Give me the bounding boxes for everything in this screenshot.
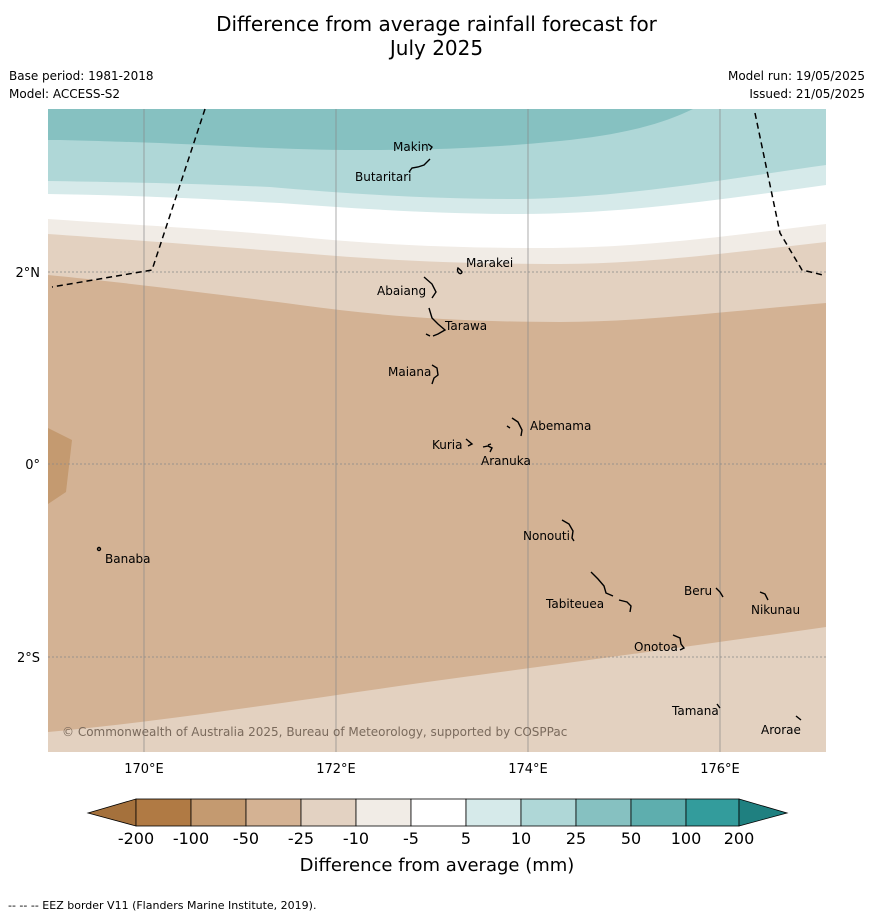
colorbar-tick: 100 [671, 829, 702, 848]
colorbar-tick: -50 [233, 829, 259, 848]
map-title: Difference from average rainfall forecas… [0, 12, 873, 60]
label-kuria: Kuria [432, 438, 463, 452]
island-shape-arorae [795, 715, 802, 721]
colorbar-tick: -10 [343, 829, 369, 848]
meta-left: Base period: 1981-2018 Model: ACCESS-S2 [9, 67, 154, 103]
island-shape-maiana [431, 364, 439, 385]
colorbar-segment [355, 798, 412, 827]
label-makin: Makin [393, 140, 429, 154]
label-butaritari: Butaritari [355, 170, 412, 184]
island-shape-aranuka [482, 443, 493, 453]
model-text: Model: ACCESS-S2 [9, 87, 121, 101]
label-tarawa: Tarawa [444, 319, 487, 333]
island-shape-tarawa [425, 307, 447, 337]
lon-label-172E: 172°E [316, 762, 356, 777]
island-shape-beru [715, 587, 724, 598]
lat-label-2S: 2°S [17, 651, 40, 666]
meta-right: Model run: 19/05/2025 Issued: 21/05/2025 [728, 67, 865, 103]
label-abemama: Abemama [530, 419, 591, 433]
base-period-text: Base period: 1981-2018 [9, 69, 154, 83]
colorbar-segment [300, 798, 357, 827]
colorbar-tick: 10 [511, 829, 531, 848]
island-shape-nonouti [561, 519, 575, 542]
colorbar-title: Difference from average (mm) [300, 855, 575, 876]
colorbar-segment [245, 798, 302, 827]
model-run-text: Model run: 19/05/2025 [727, 69, 865, 83]
eez-border-east [754, 112, 824, 276]
island-shape-butaritari [408, 158, 431, 173]
copyright-text: © Commonwealth of Australia 2025, Bureau… [62, 725, 567, 739]
colorbar-arrow-right [738, 798, 789, 827]
colorbar-segment [685, 798, 740, 827]
label-onotoa: Onotoa [634, 640, 678, 654]
label-nikunau: Nikunau [751, 603, 800, 617]
colorbar-segment [575, 798, 632, 827]
colorbar-arrow-left [86, 798, 137, 827]
eez-footnote: -- -- -- EEZ border V11 (Flanders Marine… [8, 899, 317, 912]
colorbar-tick: 5 [461, 829, 471, 848]
label-tamana: Tamana [671, 704, 719, 718]
label-tabiteuea: Tabiteuea [545, 597, 604, 611]
colorbar-tick: 200 [724, 829, 755, 848]
island-shape-kuria [465, 438, 474, 447]
colorbar-segment [520, 798, 577, 827]
colorbar-segment [135, 798, 192, 827]
map-title-line2: July 2025 [389, 36, 484, 60]
map-title-line1: Difference from average rainfall forecas… [216, 12, 657, 36]
contour-band-minus25-south [48, 627, 826, 752]
colorbar-tick: 25 [566, 829, 586, 848]
colorbar: -200 -100 -50 -25 -10 -5 5 10 25 50 100 … [86, 798, 789, 876]
colorbar-ticks: -200 -100 -50 -25 -10 -5 5 10 25 50 100 … [118, 829, 754, 848]
issued-text: Issued: 21/05/2025 [749, 87, 865, 101]
island-shape-marakei [456, 266, 463, 275]
axis-labels: 2°N 0° 2°S 170°E 172°E 174°E 176°E [16, 266, 740, 777]
label-beru: Beru [684, 584, 712, 598]
colorbar-tick: -200 [118, 829, 154, 848]
island-shape-onotoa [672, 634, 686, 651]
island-shape-abaiang [423, 276, 437, 299]
rainfall-contours [48, 109, 826, 752]
colorbar-segment [410, 798, 467, 827]
colorbar-segment [190, 798, 247, 827]
colorbar-tick: -5 [403, 829, 419, 848]
colorbar-segment [465, 798, 522, 827]
lat-label-0: 0° [25, 458, 40, 473]
island-shape-banaba [96, 546, 102, 552]
contour-band-plus25 [48, 109, 693, 150]
island-shape-tamana [716, 703, 721, 709]
label-arorae: Arorae [761, 723, 801, 737]
island-shape-abemama [506, 417, 523, 437]
island-shape-tabiteuea [590, 571, 632, 613]
island-shape-nikunau [759, 591, 769, 601]
colorbar-tick: -100 [173, 829, 209, 848]
contour-patch-minus100 [48, 428, 72, 504]
label-nonouti: Nonouti [523, 529, 570, 543]
colorbar-segment [630, 798, 687, 827]
colorbar-tick: -25 [288, 829, 314, 848]
lon-label-176E: 176°E [700, 762, 740, 777]
island-outlines [96, 143, 802, 721]
island-labels: Makin Butaritari Marakei Abaiang Tarawa … [105, 140, 801, 737]
label-maiana: Maiana [388, 365, 431, 379]
eez-borders [51, 108, 824, 288]
lon-label-174E: 174°E [508, 762, 548, 777]
island-shape-makin [427, 143, 433, 151]
colorbar-tick: 50 [621, 829, 641, 848]
gridlines [48, 109, 826, 752]
label-aranuka: Aranuka [481, 454, 531, 468]
label-banaba: Banaba [105, 552, 151, 566]
label-abaiang: Abaiang [377, 284, 426, 298]
lat-label-2N: 2°N [16, 266, 41, 281]
lon-label-170E: 170°E [124, 762, 164, 777]
label-marakei: Marakei [466, 256, 513, 270]
